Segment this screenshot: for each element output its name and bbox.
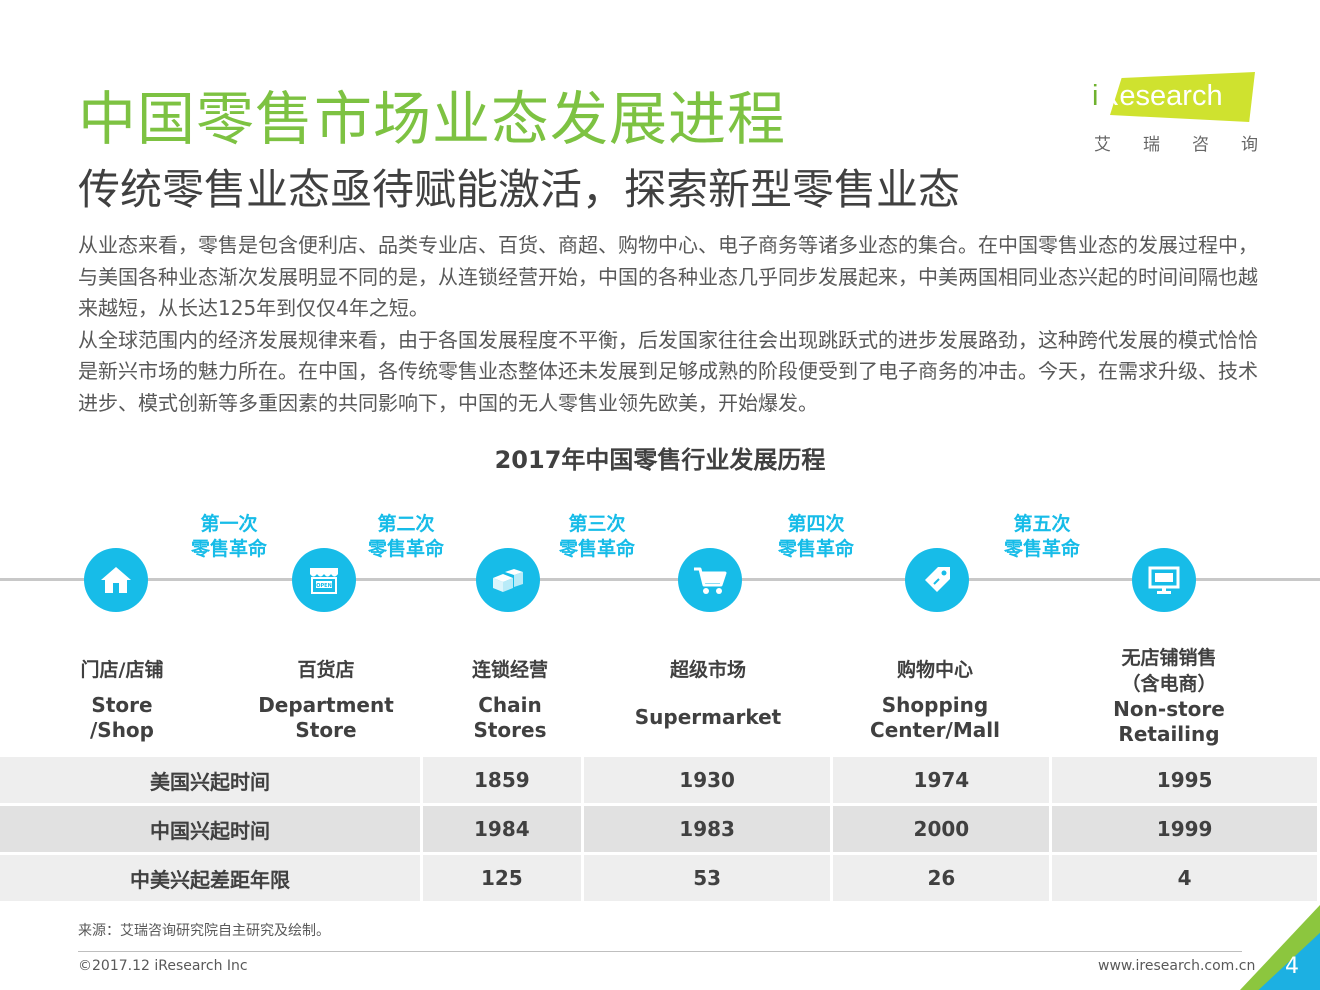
table-cell: 4 <box>1050 853 1320 904</box>
monitor-icon <box>1148 566 1180 594</box>
table-row: 美国兴起时间 1859 1930 1974 1995 <box>0 757 1320 806</box>
format-store: 门店/店铺 Store/Shop <box>80 659 164 742</box>
page-number: 4 <box>1285 954 1299 979</box>
emergence-table: 美国兴起时间 1859 1930 1974 1995 中国兴起时间 1984 1… <box>0 757 1320 904</box>
intro-paragraph: 从全球范围内的经济发展规律来看，由于各国发展程度不平衡，后发国家往往会出现跳跃式… <box>78 327 1258 415</box>
svg-text:OPEN: OPEN <box>316 583 332 589</box>
format-mall: 购物中心 Shopping Center/Mall <box>870 659 1000 742</box>
timeline-line <box>0 578 1320 581</box>
format-department: 百货店 Department Store <box>258 659 394 742</box>
boxes-icon <box>493 569 523 592</box>
format-supermarket: 超级市场 Supermarket <box>634 659 782 729</box>
timeline-node-mall <box>905 548 969 612</box>
table-cell: 1859 <box>421 757 584 806</box>
timeline-node-chain <box>476 548 540 612</box>
table-cell: 1930 <box>582 757 834 806</box>
timeline-title: 2017年中国零售行业发展历程 <box>494 446 826 474</box>
website-link[interactable]: www.iresearch.com.cn <box>1098 958 1256 974</box>
source-note: 来源：艾瑞咨询研究院自主研究及绘制。 <box>78 923 330 939</box>
storefront-icon: OPEN <box>310 568 338 594</box>
footer-divider <box>78 951 1242 952</box>
timeline-node-store <box>84 548 148 612</box>
revolution-label-5: 第五次 零售革命 <box>1003 513 1080 560</box>
table-cell: 2000 <box>831 804 1053 855</box>
row-label: 中美兴起差距年限 <box>0 853 423 904</box>
table-cell: 1984 <box>421 804 584 855</box>
row-label: 中国兴起时间 <box>0 804 423 855</box>
page-subtitle: 传统零售业态亟待赋能激活，探索新型零售业态 <box>78 165 961 214</box>
table-cell: 53 <box>582 853 834 904</box>
intro-paragraph: 从业态来看，零售是包含便利店、品类专业店、百货、商超、购物中心、电子商务等诸多业… <box>78 233 1258 320</box>
copyright: ©2017.12 iResearch Inc <box>78 958 248 974</box>
logo-wordmark: iResearch <box>1092 80 1223 112</box>
row-label: 美国兴起时间 <box>0 757 423 806</box>
logo-band <box>1110 72 1255 122</box>
logo-chinese-name: 艾瑞咨询 <box>1094 135 1258 155</box>
format-nonstore: 无店铺销售 （含电商） Non-store Retailing <box>1113 647 1225 746</box>
intro-text: 从业态来看，零售是包含便利店、品类专业店、百货、商超、购物中心、电子商务等诸多业… <box>78 230 1268 419</box>
table-cell: 125 <box>421 853 584 904</box>
table-row: 中美兴起差距年限 125 53 26 4 <box>0 853 1320 904</box>
table-cell: 26 <box>831 853 1053 904</box>
house-icon <box>101 567 131 593</box>
timeline-node-nonstore <box>1132 548 1196 612</box>
table-cell: 1999 <box>1050 804 1320 855</box>
price-tag-icon <box>925 567 950 592</box>
page-title: 中国零售市场业态发展进程 <box>78 85 787 153</box>
iresearch-logo: iResearch 艾瑞咨询 <box>1092 70 1262 160</box>
timeline-node-department: OPEN <box>292 548 356 612</box>
table-cell: 1974 <box>831 757 1053 806</box>
revolution-label-4: 第四次 零售革命 <box>777 513 854 560</box>
revolution-label-2: 第二次 零售革命 <box>367 513 444 560</box>
shopping-cart-icon <box>694 567 727 594</box>
table-cell: 1983 <box>582 804 834 855</box>
table-row: 中国兴起时间 1984 1983 2000 1999 <box>0 804 1320 855</box>
revolution-label-3: 第三次 零售革命 <box>558 513 635 560</box>
table-cell: 1995 <box>1050 757 1320 806</box>
format-chain: 连锁经营 Chain Stores <box>471 659 548 742</box>
revolution-label-1: 第一次 零售革命 <box>190 513 267 560</box>
timeline-node-supermarket <box>678 548 742 612</box>
